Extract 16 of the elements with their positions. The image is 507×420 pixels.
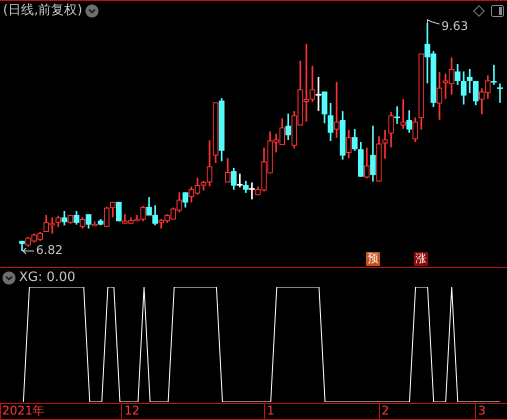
text: 涨	[414, 252, 428, 266]
candlestick	[316, 76, 322, 111]
x-tick-label: 2021年	[2, 403, 45, 418]
x-tick-label: 1	[266, 403, 275, 418]
annotation: 6.82	[36, 243, 63, 258]
x-tick-label: 2	[382, 403, 390, 418]
candlestick	[491, 64, 497, 85]
chart-title: XG: 0.00	[19, 270, 76, 286]
annotation: 9.63	[441, 19, 468, 34]
text: 预	[366, 252, 380, 266]
x-tick-label: 3	[478, 403, 486, 418]
chart-title: (日线,前复权)	[3, 3, 82, 19]
x-tick-label: 12	[124, 403, 140, 418]
candlestick	[497, 84, 503, 103]
candlestick	[382, 130, 388, 159]
candlestick	[249, 182, 255, 200]
